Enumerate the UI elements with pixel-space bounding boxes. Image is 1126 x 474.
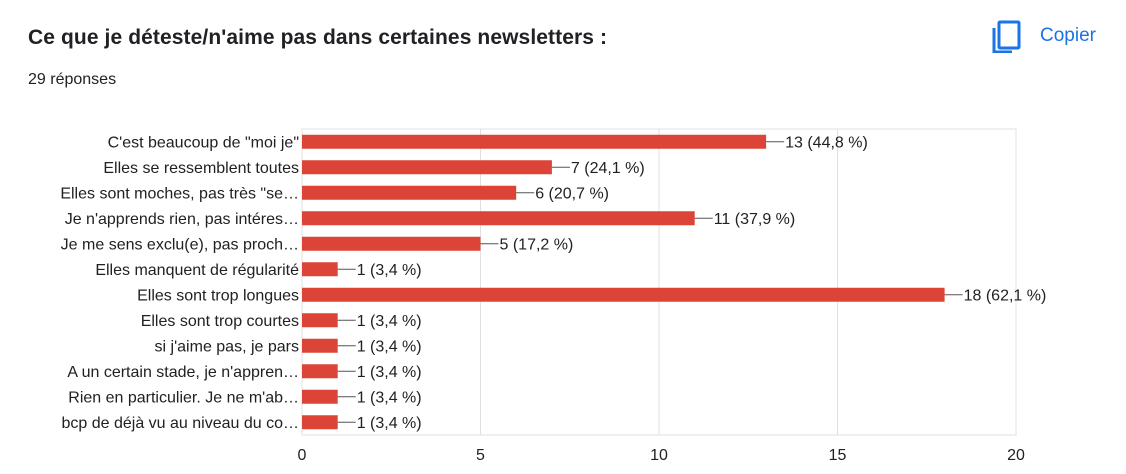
category-label: Elles se ressemblent toutes — [103, 160, 299, 177]
data-label: 1 (3,4 %) — [357, 415, 422, 432]
category-label: Elles sont moches, pas très "se… — [60, 185, 299, 202]
x-tick-label: 20 — [1007, 447, 1025, 464]
category-label: Elles sont trop longues — [137, 287, 299, 304]
category-label: Rien en particulier. Je ne m'ab… — [68, 389, 299, 406]
category-label: Elles sont trop courtes — [141, 313, 299, 330]
x-tick-label: 10 — [650, 447, 668, 464]
data-label: 1 (3,4 %) — [357, 389, 422, 406]
copy-button[interactable]: Copier — [982, 14, 1104, 58]
bar — [302, 389, 338, 404]
x-tick-label: 0 — [298, 447, 307, 464]
category-label: C'est beaucoup de "moi je" — [108, 134, 299, 151]
bar — [302, 211, 695, 226]
bar — [302, 364, 338, 379]
bar — [302, 415, 338, 430]
data-label: 13 (44,8 %) — [785, 134, 868, 151]
data-label: 1 (3,4 %) — [357, 262, 422, 279]
bar — [302, 338, 338, 353]
bar — [302, 185, 517, 200]
category-label: Je n'apprends rien, pas intéres… — [65, 211, 299, 228]
bar — [302, 287, 945, 302]
response-count: 29 réponses — [28, 71, 117, 88]
data-label: 1 (3,4 %) — [357, 338, 422, 355]
category-label: Elles manquent de régularité — [95, 262, 299, 279]
data-label: 5 (17,2 %) — [500, 236, 574, 253]
category-label: bcp de déjà vu au niveau du co… — [62, 415, 300, 432]
bar — [302, 160, 552, 175]
data-label: 18 (62,1 %) — [964, 287, 1047, 304]
data-label: 1 (3,4 %) — [357, 313, 422, 330]
x-tick-label: 5 — [476, 447, 485, 464]
data-label: 7 (24,1 %) — [571, 160, 645, 177]
bar — [302, 236, 481, 251]
copy-icon — [992, 20, 1021, 53]
bar — [302, 313, 338, 328]
category-label: A un certain stade, je n'appren… — [67, 364, 299, 381]
bar — [302, 262, 338, 277]
bar — [302, 134, 767, 149]
copy-label: Copier — [1040, 25, 1096, 46]
data-label: 6 (20,7 %) — [535, 185, 609, 202]
data-label: 11 (37,9 %) — [714, 211, 796, 228]
chart-title: Ce que je déteste/n'aime pas dans certai… — [28, 26, 608, 49]
x-tick-label: 15 — [829, 447, 847, 464]
category-label: Je me sens exclu(e), pas proch… — [61, 236, 299, 253]
data-label: 1 (3,4 %) — [357, 364, 422, 381]
category-label: si j'aime pas, je pars — [155, 338, 299, 355]
